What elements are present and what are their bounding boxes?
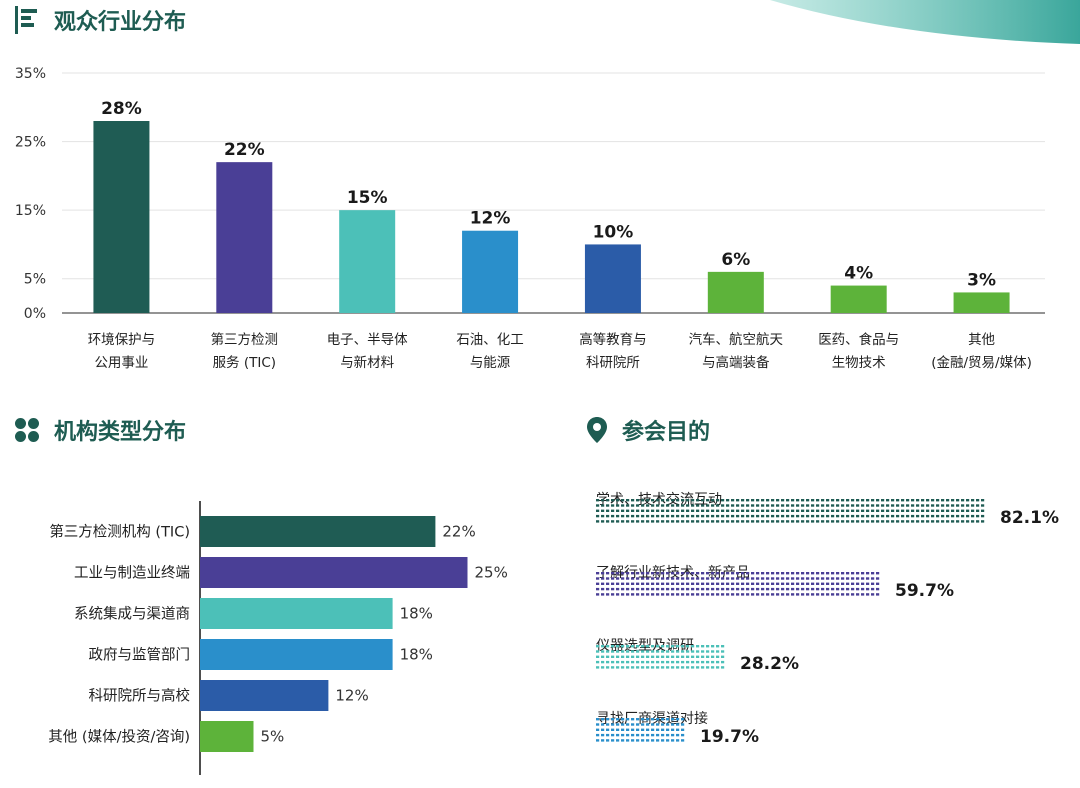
data-label: 19.7% bbox=[700, 727, 759, 747]
category-label: 其他 (媒体/投资/咨询) bbox=[48, 729, 190, 746]
data-label: 82.1% bbox=[1000, 508, 1059, 528]
bar bbox=[200, 639, 393, 670]
y-tick-label: 25% bbox=[15, 135, 46, 151]
data-label: 15% bbox=[347, 188, 388, 208]
data-label: 22% bbox=[224, 140, 265, 160]
data-label: 10% bbox=[593, 222, 634, 242]
x-tick-label: 与高端装备 bbox=[702, 354, 770, 371]
bar bbox=[200, 516, 436, 547]
org-title-text: 机构类型分布 bbox=[54, 420, 187, 445]
y-tick-label: 35% bbox=[15, 66, 46, 82]
industry-section-title: 观众行业分布 bbox=[14, 4, 186, 36]
x-tick-label: 环境保护与 bbox=[88, 332, 156, 348]
data-label: 6% bbox=[721, 250, 750, 270]
purpose-dotted-bar-chart: 学术、技术交流互动82.1%了解行业新技术、新产品59.7%仪器选型及调研28.… bbox=[596, 491, 1059, 747]
x-tick-label: (金融/贸易/媒体) bbox=[931, 355, 1032, 371]
category-label: 仪器选型及调研 bbox=[596, 638, 694, 654]
data-label: 28.2% bbox=[740, 654, 799, 674]
bar bbox=[584, 244, 641, 313]
x-tick-label: 电子、半导体 bbox=[327, 332, 408, 348]
x-tick-label: 与新材料 bbox=[340, 355, 394, 371]
bar bbox=[596, 718, 685, 742]
x-tick-label: 公用事业 bbox=[94, 355, 148, 371]
bar bbox=[339, 210, 396, 313]
data-label: 12% bbox=[335, 687, 368, 705]
decorative-swoosh bbox=[770, 0, 1080, 44]
x-tick-label: 科研院所 bbox=[586, 355, 640, 371]
y-tick-label: 0% bbox=[24, 306, 46, 322]
bar bbox=[596, 499, 985, 523]
category-label: 工业与制造业终端 bbox=[74, 565, 190, 582]
purpose-title-text: 参会目的 bbox=[622, 420, 711, 445]
x-tick-label: 第三方检测 bbox=[211, 331, 279, 348]
x-tick-label: 生物技术 bbox=[832, 355, 886, 371]
category-label: 科研院所与高校 bbox=[89, 688, 191, 705]
bar bbox=[462, 230, 519, 313]
org-section-title: 机构类型分布 bbox=[14, 414, 186, 446]
bar bbox=[200, 557, 468, 588]
bar bbox=[216, 162, 273, 313]
category-label: 第三方检测机构 (TIC) bbox=[49, 523, 190, 541]
y-tick-label: 15% bbox=[15, 203, 46, 219]
category-label: 系统集成与渠道商 bbox=[74, 606, 190, 623]
purpose-section-title: 参会目的 bbox=[586, 414, 710, 446]
bar bbox=[707, 271, 764, 313]
x-tick-label: 汽车、航空航天 bbox=[689, 331, 784, 348]
data-label: 4% bbox=[844, 264, 873, 284]
x-tick-label: 医药、食品与 bbox=[818, 331, 899, 348]
bar bbox=[93, 121, 150, 313]
org-type-bar-chart: 第三方检测机构 (TIC) 22% 工业与制造业终端 25% 系统集成与渠道商 18% 政府… bbox=[48, 501, 508, 775]
data-label: 3% bbox=[967, 270, 996, 290]
bar bbox=[596, 645, 725, 669]
bar bbox=[953, 292, 1010, 313]
bar bbox=[596, 572, 880, 596]
bar bbox=[200, 680, 329, 711]
x-tick-label: 高等教育与 bbox=[579, 331, 647, 348]
data-label: 25% bbox=[475, 564, 508, 582]
location-pin-icon bbox=[587, 417, 607, 443]
data-label: 28% bbox=[101, 99, 142, 119]
data-label: 22% bbox=[442, 523, 475, 541]
data-label: 18% bbox=[400, 605, 433, 623]
bar bbox=[830, 285, 887, 313]
data-label: 5% bbox=[261, 728, 285, 746]
industry-title-text: 观众行业分布 bbox=[54, 10, 187, 35]
bar bbox=[200, 598, 393, 629]
x-tick-label: 服务 (TIC) bbox=[213, 355, 276, 371]
data-label: 18% bbox=[400, 646, 433, 664]
y-tick-label: 5% bbox=[24, 272, 46, 288]
bar-list-icon bbox=[15, 6, 37, 34]
four-dots-icon bbox=[15, 418, 39, 442]
x-tick-label: 其他 bbox=[968, 332, 995, 348]
bar bbox=[200, 721, 254, 752]
x-tick-label: 与能源 bbox=[470, 355, 511, 371]
data-label: 12% bbox=[470, 209, 511, 229]
x-tick-label: 石油、化工 bbox=[456, 332, 524, 348]
data-label: 59.7% bbox=[895, 581, 954, 601]
category-label: 政府与监管部门 bbox=[89, 647, 191, 664]
